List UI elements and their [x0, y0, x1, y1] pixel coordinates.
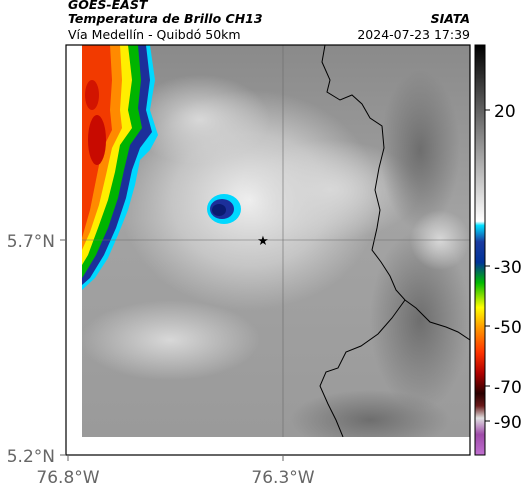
colorbar-tick-label: -90 [494, 413, 522, 433]
satellite-image [82, 45, 470, 437]
lon-tick-label: 76.8°W [36, 468, 99, 488]
colorbar-tick-label: 20 [494, 102, 516, 122]
colorbar-tick-label: -70 [494, 378, 522, 398]
boundary-line-south [319, 299, 406, 437]
boundary-line [321, 45, 470, 341]
colorbar-tick-label: -50 [494, 318, 522, 338]
datetime-label: 2024-07-23 17:39 [357, 27, 470, 42]
source-label: SIATA [430, 11, 470, 26]
colorbar: 20 -30 -50 -70 -90 [474, 44, 522, 456]
lat-tick-label: 5.7°N [7, 232, 55, 252]
lat-tick-label: 5.2°N [7, 447, 55, 467]
product-title: Temperatura de Brillo CH13 [68, 11, 263, 26]
lon-tick-label: 76.3°W [251, 468, 314, 488]
colorbar-tick-label: -30 [494, 258, 522, 278]
star-marker-icon: ★ [257, 234, 269, 249]
satellite-title: GOES-EAST [68, 0, 148, 12]
location-label: Vía Medellín - Quibdó 50km [68, 27, 241, 42]
